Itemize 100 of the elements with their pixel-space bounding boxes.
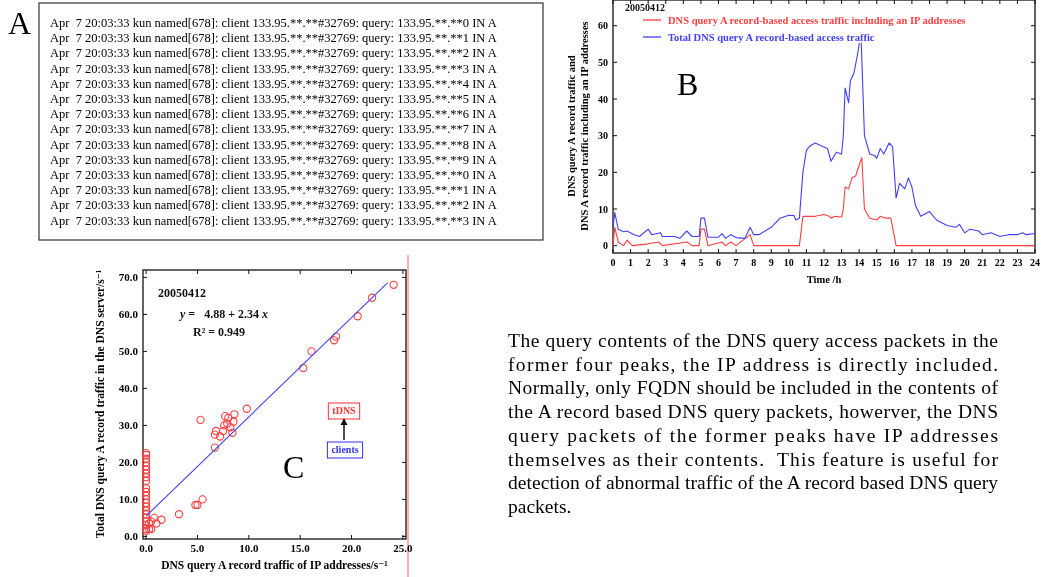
point [331,332,341,341]
y-axis-title: Total DNS query A record traffic in the DNS server/s⁻¹ [94,269,107,539]
annotation: 20050412 [158,286,206,300]
x-tick-label: 11 [801,257,812,268]
point [141,487,151,497]
point [228,428,237,437]
x-tick-label: 5 [698,257,704,268]
point [307,347,316,356]
point [141,495,151,504]
text: Apr 7 20:03:33 kun named[678]: client 133.95.**.**#32769: query: 133.95.**.**3 IN A [50,61,497,76]
y-tick-label: 30 [598,130,608,142]
point [141,476,151,486]
text: Apr 7 20:03:33 kun named[678]: client 133.95.**.**#32769: query: 133.95.**.**2 IN A [50,46,497,61]
x-tick-label: 18 [924,257,935,268]
x-tick-label: 0 [610,257,616,268]
x-tick-label: 3 [663,257,669,268]
text: The query contents of the DNS query access packets in the former four peaks, the IP address is directly included. Normally, only FQDN should be included in the contents of the A record based DNS query packets, howerver, the DNS query packets of the former peaks have IP addresses themselves as their contents. This feature is useful for detection of abnormal traffic of the A record based DNS query packets. [508,330,999,517]
point [367,293,377,302]
text: Apr 7 20:03:33 kun named[678]: client 133.95.**.**#32769: query: 133.95.**.**5 IN A [50,92,497,106]
point [157,515,166,524]
y-tick-label: 30.0 [118,419,139,432]
point [141,461,151,471]
point [150,513,159,523]
point [230,410,239,419]
y-tick-label: 10 [598,203,608,215]
line-series [612,157,1036,247]
y-tick-label: 40 [598,93,608,105]
point [141,502,151,511]
x-tick-label: 21 [977,257,988,268]
y-axis-title: DNS query A record traffic and DNS A record traffic including an IP addresses [566,21,590,231]
x-tick-label: 22 [994,257,1005,268]
y-tick-label: 20.0 [118,456,139,469]
x-tick-label: 0.0 [139,542,154,554]
x-tick-label: 17 [906,257,917,268]
y-tick-label: 10.0 [118,493,139,506]
y-tick-label: 70.0 [118,271,139,284]
point [224,413,233,423]
line-series [612,32,1036,239]
x-tick-label: 24 [1030,257,1040,268]
x-tick-label: 19 [942,257,953,268]
x-tick-label: 4 [680,257,686,268]
point [210,430,220,439]
x-tick-label: 15 [871,257,882,268]
x-tick-label: 1 [628,257,634,268]
annotation: 20050412 [625,2,665,13]
point [389,280,398,289]
x-tick-label: 7 [733,257,739,268]
point [229,417,238,426]
x-tick-label: 23 [1012,257,1023,268]
point [141,521,151,530]
y-tick-label: 60.0 [118,308,139,321]
point [174,510,184,519]
y-tick-label: 60 [598,20,608,32]
x-tick-label: 16 [889,257,900,268]
point [220,421,229,430]
point [196,415,205,425]
x-tick-label: 5.0 [190,542,205,554]
point [210,443,220,452]
y-tick-label: 50 [598,56,608,68]
point [141,506,151,515]
point [215,432,225,441]
y-tick-label: 0 [603,240,608,252]
x-tick-label: 10.0 [239,542,259,554]
x-tick-label: 10 [783,257,794,268]
text: Apr 7 20:03:33 kun named[678]: client 133.95.**.**#32769: query: 133.95.**.**4 IN A [50,76,497,91]
annotation: y = 4.88 + 2.34 x [178,307,269,321]
text: Apr 7 20:03:33 kun named[678]: client 133.95.**.**#32769: query: 133.95.**.**8 IN A [50,137,497,152]
x-tick-label: 20 [959,257,970,268]
x-axis-title: DNS query A record traffic of IP addresses/s⁻¹ [161,559,388,572]
text: Apr 7 20:03:33 kun named[678]: client 133.95.**.**#32769: query: 133.95.**.**1 IN A [50,31,497,46]
text: B [677,66,699,102]
x-tick-label: 25.0 [393,542,414,554]
point [141,465,151,474]
x-tick-label: 8 [751,257,757,268]
annotation: R² = 0.949 [193,325,246,339]
text: Apr 7 20:03:33 kun named[678]: client 133.95.**.**#32769: query: 133.95.**.**0 IN A [50,16,497,30]
y-tick-label: 50.0 [118,345,139,358]
point [141,513,151,523]
text: Apr 7 20:03:33 kun named[678]: client 133.95.**.**#32769: query: 133.95.**.**1 IN A [50,183,497,198]
x-tick-label: 6 [716,257,721,268]
y-tick-label: 0.0 [124,530,139,543]
text: A [8,5,32,41]
point [141,484,151,493]
text: Apr 7 20:03:33 kun named[678]: client 133.95.**.**#32769: query: 133.95.**.**7 IN A [50,122,497,137]
y-tick-label: 20 [598,166,608,178]
y-tick-label: 40.0 [118,382,139,395]
point [141,469,151,478]
x-axis-title: Time /h [806,274,842,285]
x-tick-label: 9 [768,257,774,268]
annotation: clients [331,444,359,455]
x-tick-label: 12 [819,257,829,268]
text: Apr 7 20:03:33 kun named[678]: client 133.95.**.**#32769: query: 133.95.**.**6 IN A [50,107,497,122]
annotation: tDNS [332,405,357,416]
point [141,498,151,508]
point [329,336,339,345]
text: Apr 7 20:03:33 kun named[678]: client 133.95.**.**#32769: query: 133.95.**.**9 IN A [50,152,497,167]
legend-label: DNS query A record-based access traffic including an IP addresses [668,15,966,26]
x-tick-label: 14 [854,257,865,268]
text: Apr 7 20:03:33 kun named[678]: client 133.95.**.**#32769: query: 133.95.**.**0 IN A [50,168,497,182]
point [218,426,228,436]
